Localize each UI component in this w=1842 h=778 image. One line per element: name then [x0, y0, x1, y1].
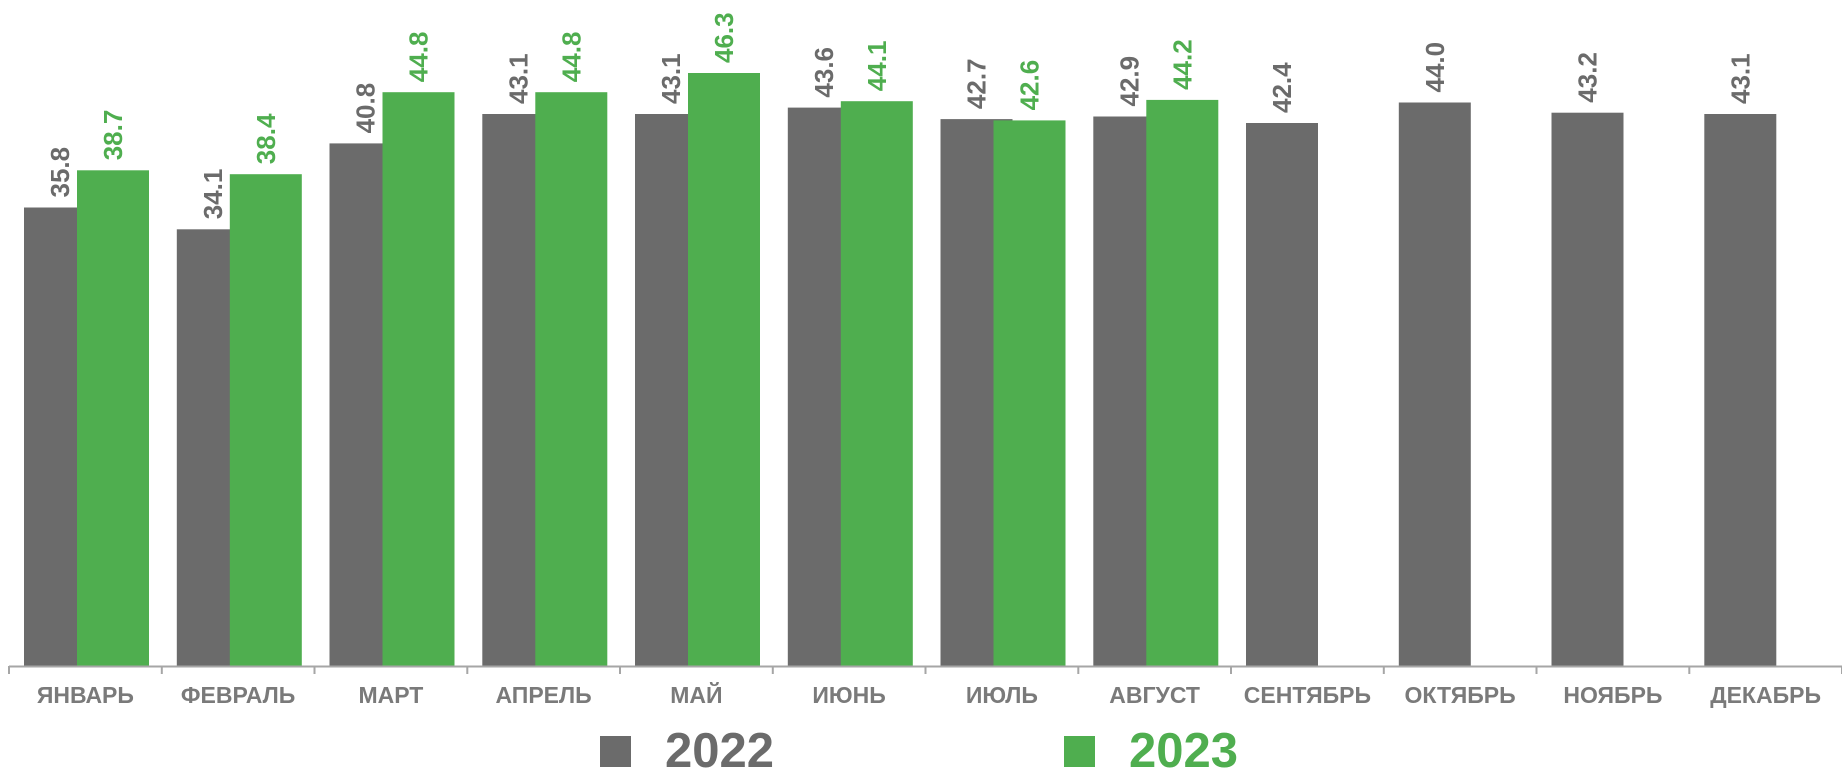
bar-2022-10: [1399, 103, 1471, 667]
legend: 2022 2023: [0, 728, 1842, 774]
data-label-2023-6: 44.1: [862, 41, 892, 92]
data-label-2022-2: 34.1: [198, 169, 228, 220]
x-tick-label-9: СЕНТЯБРЬ: [1244, 682, 1371, 708]
data-label-2023-2: 38.4: [251, 113, 281, 164]
data-label-2022-5: 43.1: [656, 53, 686, 104]
data-label-2022-9: 42.4: [1267, 62, 1297, 113]
data-label-2023-5: 46.3: [709, 12, 739, 63]
data-label-2022-10: 44.0: [1420, 42, 1450, 93]
legend-item-2022: 2022: [600, 728, 774, 774]
data-label-2022-8: 42.9: [1114, 56, 1144, 107]
data-label-2022-4: 43.1: [503, 53, 533, 104]
x-tick-label-11: НОЯБРЬ: [1563, 682, 1662, 708]
legend-swatch-2022: [600, 736, 631, 767]
data-label-2023-7: 42.6: [1015, 60, 1045, 111]
bar-2022-12: [1704, 114, 1776, 666]
x-tick-label-8: АВГУСТ: [1109, 682, 1200, 708]
bar-2023-8: [1146, 100, 1218, 666]
bar-2022-11: [1552, 113, 1624, 666]
x-tick-label-7: ИЮЛЬ: [966, 682, 1038, 708]
bar-2023-5: [688, 73, 760, 666]
data-label-2022-12: 43.1: [1725, 53, 1755, 104]
data-label-2022-11: 43.2: [1573, 52, 1603, 103]
bar-2023-6: [841, 101, 913, 666]
bar-2023-4: [535, 92, 607, 666]
data-label-2022-3: 40.8: [351, 83, 381, 134]
legend-label-2022: 2022: [665, 728, 774, 774]
x-tick-label-4: АПРЕЛЬ: [495, 682, 591, 708]
x-tick-label-6: ИЮНЬ: [812, 682, 885, 708]
data-label-2023-1: 38.7: [98, 110, 128, 161]
data-label-2022-1: 35.8: [45, 147, 75, 198]
bar-2023-3: [383, 92, 455, 666]
x-tick-label-5: МАЙ: [670, 681, 722, 708]
legend-item-2023: 2023: [1064, 728, 1238, 774]
x-tick-label-3: МАРТ: [358, 682, 423, 708]
x-tick-label-10: ОКТЯБРЬ: [1405, 682, 1516, 708]
data-label-2023-8: 44.2: [1167, 39, 1197, 90]
data-label-2023-4: 44.8: [556, 32, 586, 83]
data-label-2022-7: 42.7: [962, 58, 992, 109]
bar-2022-9: [1246, 123, 1318, 666]
legend-label-2023: 2023: [1129, 728, 1238, 774]
data-label-2023-3: 44.8: [404, 32, 434, 83]
bar-2023-1: [77, 170, 149, 666]
x-tick-label-2: ФЕВРАЛЬ: [181, 682, 295, 708]
bar-2023-2: [230, 174, 302, 666]
chart-canvas: 35.8 38.7 34.1 38.4 40.8 44.8 43.1 44.8 43.1 46.3…: [0, 0, 1842, 728]
data-label-2022-6: 43.6: [809, 47, 839, 98]
x-tick-label-1: ЯНВАРЬ: [37, 682, 134, 708]
x-tick-label-12: ДЕКАБРЬ: [1710, 682, 1821, 708]
bar-2023-7: [994, 120, 1066, 666]
legend-swatch-2023: [1064, 736, 1095, 767]
